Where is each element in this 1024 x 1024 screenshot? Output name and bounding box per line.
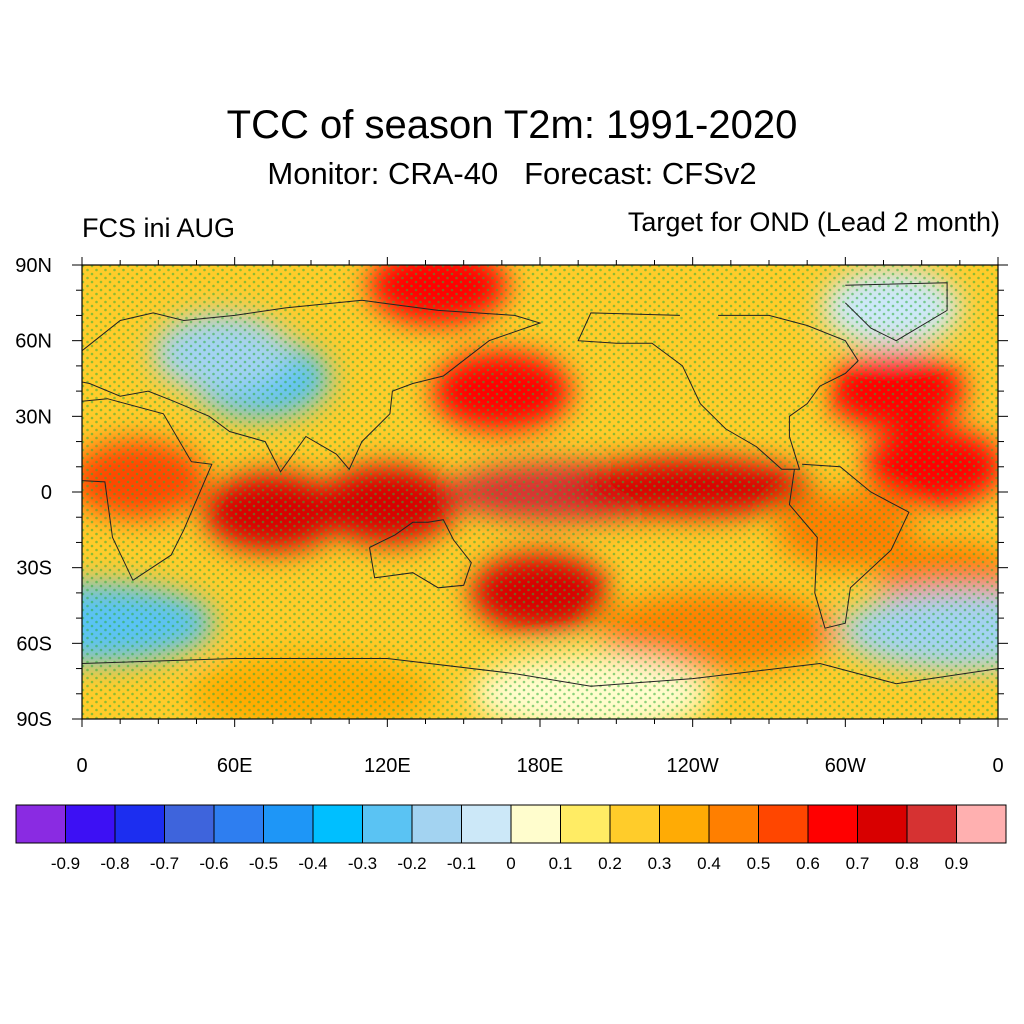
chart-title: TCC of season T2m: 1991-2020 xyxy=(226,103,798,147)
colorbar-swatch xyxy=(807,804,858,844)
coastline-3 xyxy=(788,463,910,629)
colorbar-label: 0.1 xyxy=(549,854,573,873)
colorbar-swatch xyxy=(65,804,116,844)
colorbar-swatch xyxy=(114,804,165,844)
colorbar-swatch xyxy=(213,804,264,844)
colorbar-label: 0.8 xyxy=(895,854,919,873)
colorbar-label: -0.6 xyxy=(199,854,228,873)
y-tick-label: 30S xyxy=(16,558,52,580)
x-axis: 0 60E 120E 180E 120W 60W 0 xyxy=(76,257,1004,777)
x-tick-label: 180E xyxy=(517,755,564,777)
colorbar-label: -0.4 xyxy=(298,854,327,873)
x-tick-label: 60E xyxy=(217,755,253,777)
colorbar-label: -0.2 xyxy=(397,854,426,873)
coastline-2 xyxy=(369,519,472,589)
colorbar: -0.9 -0.8 -0.7 -0.6 -0.5 -0.4 -0.3 -0.2 -0.1 0 0.1… xyxy=(15,804,1007,873)
colorbar-label: 0.2 xyxy=(598,854,622,873)
coastline-1 xyxy=(82,299,542,473)
colorbar-label: -0.5 xyxy=(249,854,278,873)
colorbar-swatch xyxy=(758,804,809,844)
coastlines xyxy=(82,282,998,687)
x-tick-label: 0 xyxy=(992,755,1003,777)
colorbar-label: 0.3 xyxy=(648,854,672,873)
colorbar-label: 0.4 xyxy=(697,854,721,873)
significance-stippling xyxy=(82,265,998,719)
y-tick-label: 30N xyxy=(15,406,52,428)
target-label: Target for OND (Lead 2 month) xyxy=(627,207,1000,237)
y-tick-label: 60N xyxy=(15,331,52,353)
colorbar-swatch xyxy=(510,804,561,844)
colorbar-label: -0.1 xyxy=(447,854,476,873)
colorbar-label: 0 xyxy=(506,854,515,873)
colorbar-label: 0.9 xyxy=(945,854,969,873)
x-tick-label: 60W xyxy=(825,755,866,777)
coastline-6 xyxy=(82,658,998,687)
colorbar-swatch xyxy=(362,804,413,844)
y-tick-label: 0 xyxy=(41,482,52,504)
colorbar-swatch xyxy=(164,804,215,844)
colorbar-label: 0.5 xyxy=(747,854,771,873)
colorbar-label: -0.7 xyxy=(150,854,179,873)
y-tick-label: 60S xyxy=(16,633,52,655)
colorbar-swatch xyxy=(609,804,660,844)
colorbar-swatch xyxy=(411,804,462,844)
colorbar-swatch xyxy=(857,804,908,844)
colorbar-swatch xyxy=(956,804,1007,844)
x-tick-label: 120E xyxy=(364,755,411,777)
y-axis: 90N 60N 30N 0 30S 60S 90S xyxy=(15,255,1008,731)
colorbar-label: -0.8 xyxy=(100,854,129,873)
colorbar-label: -0.3 xyxy=(348,854,377,873)
x-tick-label: 120W xyxy=(667,755,719,777)
x-tick-label: 0 xyxy=(76,755,87,777)
coastline-0 xyxy=(82,398,213,582)
colorbar-swatch xyxy=(659,804,710,844)
y-tick-label: 90N xyxy=(15,255,52,277)
coastline-5 xyxy=(844,282,948,342)
colorbar-label: -0.9 xyxy=(51,854,80,873)
colorbar-swatch xyxy=(15,804,66,844)
y-tick-label: 90S xyxy=(16,709,52,731)
colorbar-label: 0.6 xyxy=(796,854,820,873)
colorbar-swatch xyxy=(312,804,363,844)
colorbar-swatch xyxy=(461,804,512,844)
colorbar-swatch xyxy=(263,804,314,844)
colorbar-label: 0.7 xyxy=(846,854,870,873)
coastline-4 xyxy=(577,312,859,470)
chart-subtitle: Monitor: CRA-40 Forecast: CFSv2 xyxy=(267,156,757,191)
map-field xyxy=(82,265,998,719)
colorbar-swatch xyxy=(906,804,957,844)
init-label: FCS ini AUG xyxy=(82,213,236,243)
colorbar-swatch xyxy=(560,804,611,844)
colorbar-swatch xyxy=(708,804,759,844)
